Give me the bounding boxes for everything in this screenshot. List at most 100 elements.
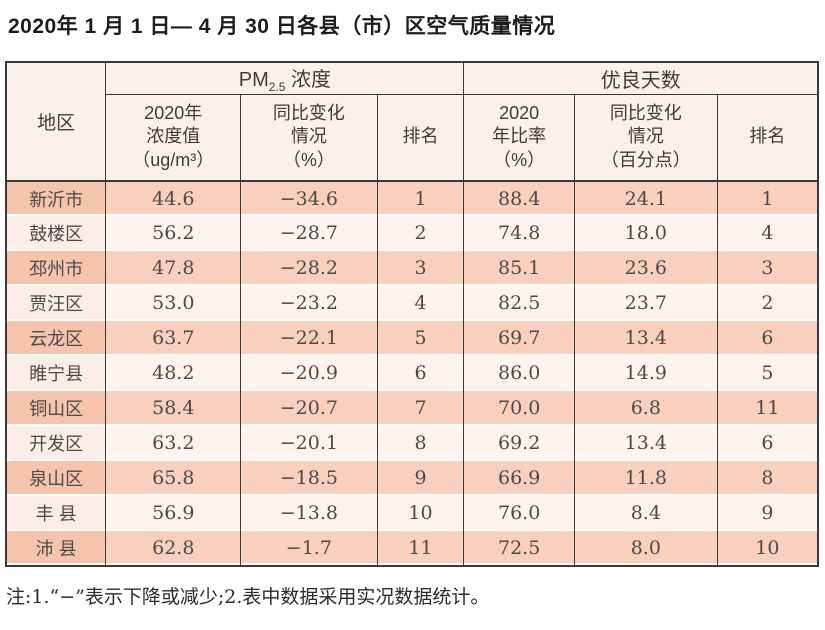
days-change-cell: 24.1 bbox=[573, 180, 718, 216]
days-rank-cell: 4 bbox=[716, 215, 819, 251]
pm-change-cell: −20.1 bbox=[240, 425, 378, 461]
air-quality-table: 地区 PM2.5 浓度 优良天数 2020年 浓度值 （ug/m³） 同比变化 … bbox=[5, 61, 819, 567]
pm-rank-cell: 7 bbox=[376, 390, 465, 426]
region-cell: 鼓楼区 bbox=[5, 215, 107, 251]
page-title: 2020年 1 月 1 日— 4 月 30 日各县（市）区空气质量情况 bbox=[8, 15, 556, 38]
pm-value-cell: 44.6 bbox=[105, 180, 242, 216]
pm-rank-cell: 3 bbox=[376, 250, 465, 286]
days-change-cell: 8.4 bbox=[573, 495, 718, 531]
pm-value-cell: 47.8 bbox=[105, 250, 242, 286]
col-header-pm-value: 2020年 浓度值 （ug/m³） bbox=[105, 94, 242, 182]
table-row: 贾汪区 53.0 −23.2 4 82.5 23.7 2 bbox=[5, 285, 819, 321]
pm-change-cell: −20.9 bbox=[240, 355, 378, 391]
pm25-label-prefix: PM bbox=[238, 69, 269, 91]
days-rank-cell: 6 bbox=[716, 425, 819, 461]
pm-rank-cell: 5 bbox=[376, 320, 465, 356]
pm-value-cell: 65.8 bbox=[105, 460, 242, 496]
table-row: 开发区 63.2 −20.1 8 69.2 13.4 6 bbox=[5, 425, 819, 461]
pm-value-cell: 58.4 bbox=[105, 390, 242, 426]
pm-change-cell: −28.7 bbox=[240, 215, 378, 251]
days-ratio-cell: 72.5 bbox=[463, 530, 575, 566]
col-group-good-days: 优良天数 bbox=[463, 62, 819, 95]
days-rank-cell: 10 bbox=[716, 530, 819, 566]
pm-value-cell: 63.2 bbox=[105, 425, 242, 461]
pm-change-cell: −28.2 bbox=[240, 250, 378, 286]
days-rank-cell: 5 bbox=[716, 355, 819, 391]
days-change-cell: 23.6 bbox=[573, 250, 718, 286]
region-cell: 开发区 bbox=[5, 425, 107, 461]
pm-change-cell: −34.6 bbox=[240, 180, 378, 216]
days-change-cell: 8.0 bbox=[573, 530, 718, 566]
pm-rank-cell: 8 bbox=[376, 425, 465, 461]
table-row: 云龙区 63.7 −22.1 5 69.7 13.4 6 bbox=[5, 320, 819, 356]
days-change-cell: 13.4 bbox=[573, 320, 718, 356]
table-row: 新沂市 44.6 −34.6 1 88.4 24.1 1 bbox=[5, 180, 819, 216]
table-row: 丰 县 56.9 −13.8 10 76.0 8.4 9 bbox=[5, 495, 819, 531]
pm-rank-cell: 9 bbox=[376, 460, 465, 496]
pm-change-cell: −22.1 bbox=[240, 320, 378, 356]
col-header-days-rank: 排名 bbox=[716, 94, 819, 182]
days-change-cell: 14.9 bbox=[573, 355, 718, 391]
table-row: 睢宁县 48.2 −20.9 6 86.0 14.9 5 bbox=[5, 355, 819, 391]
col-header-days-ratio: 2020 年比率 （%） bbox=[463, 94, 575, 182]
footnote: 注:1.“−”表示下降或减少;2.表中数据采用实况数据统计。 bbox=[6, 585, 490, 608]
pm-value-cell: 48.2 bbox=[105, 355, 242, 391]
days-ratio-cell: 69.7 bbox=[463, 320, 575, 356]
days-rank-cell: 9 bbox=[716, 495, 819, 531]
pm-rank-cell: 11 bbox=[376, 530, 465, 566]
region-cell: 沛 县 bbox=[5, 530, 107, 566]
region-cell: 睢宁县 bbox=[5, 355, 107, 391]
pm-rank-cell: 10 bbox=[376, 495, 465, 531]
table-header: 地区 PM2.5 浓度 优良天数 2020年 浓度值 （ug/m³） 同比变化 … bbox=[5, 62, 819, 182]
group-header-row: 地区 PM2.5 浓度 优良天数 bbox=[5, 62, 819, 182]
days-change-cell: 23.7 bbox=[573, 285, 718, 321]
pm-value-cell: 56.9 bbox=[105, 495, 242, 531]
sub-header-row: 2020年 浓度值 （ug/m³） 同比变化 情况 （%） 排名 2020 年比… bbox=[6, 94, 819, 182]
col-header-pm-rank: 排名 bbox=[376, 94, 465, 182]
days-rank-cell: 2 bbox=[716, 285, 819, 321]
table-row: 鼓楼区 56.2 −28.7 2 74.8 18.0 4 bbox=[5, 215, 819, 251]
days-change-cell: 13.4 bbox=[573, 425, 718, 461]
region-cell: 泉山区 bbox=[5, 460, 107, 496]
pm-rank-cell: 6 bbox=[376, 355, 465, 391]
days-ratio-cell: 85.1 bbox=[463, 250, 575, 286]
region-cell: 丰 县 bbox=[5, 495, 107, 531]
pm-value-cell: 56.2 bbox=[105, 215, 242, 251]
pm-rank-cell: 4 bbox=[376, 285, 465, 321]
table-row: 沛 县 62.8 −1.7 11 72.5 8.0 10 bbox=[5, 530, 819, 566]
region-cell: 邳州市 bbox=[5, 250, 107, 286]
days-ratio-cell: 76.0 bbox=[463, 495, 575, 531]
table-row: 铜山区 58.4 −20.7 7 70.0 6.8 11 bbox=[5, 390, 819, 426]
pm-change-cell: −1.7 bbox=[240, 530, 378, 566]
region-cell: 云龙区 bbox=[5, 320, 107, 356]
days-rank-cell: 8 bbox=[716, 460, 819, 496]
days-change-cell: 6.8 bbox=[573, 390, 718, 426]
days-change-cell: 18.0 bbox=[573, 215, 718, 251]
days-rank-cell: 11 bbox=[716, 390, 819, 426]
col-group-pm25: PM2.5 浓度 bbox=[105, 62, 465, 95]
days-rank-cell: 3 bbox=[716, 250, 819, 286]
days-ratio-cell: 70.0 bbox=[463, 390, 575, 426]
days-ratio-cell: 66.9 bbox=[463, 460, 575, 496]
days-ratio-cell: 82.5 bbox=[463, 285, 575, 321]
pm-value-cell: 63.7 bbox=[105, 320, 242, 356]
pm-change-cell: −13.8 bbox=[240, 495, 378, 531]
days-ratio-cell: 86.0 bbox=[463, 355, 575, 391]
table-row: 泉山区 65.8 −18.5 9 66.9 11.8 8 bbox=[5, 460, 819, 496]
region-cell: 贾汪区 bbox=[5, 285, 107, 321]
days-rank-cell: 1 bbox=[716, 180, 819, 216]
table-row: 邳州市 47.8 −28.2 3 85.1 23.6 3 bbox=[5, 250, 819, 286]
pm-change-cell: −20.7 bbox=[240, 390, 378, 426]
pm-value-cell: 62.8 bbox=[105, 530, 242, 566]
pm25-label-suffix: 浓度 bbox=[285, 69, 332, 91]
col-header-pm-change: 同比变化 情况 （%） bbox=[240, 94, 378, 182]
days-ratio-cell: 74.8 bbox=[463, 215, 575, 251]
days-rank-cell: 6 bbox=[716, 320, 819, 356]
pm-rank-cell: 1 bbox=[376, 180, 465, 216]
col-header-region: 地区 bbox=[5, 62, 107, 182]
pm-rank-cell: 2 bbox=[376, 215, 465, 251]
pm-value-cell: 53.0 bbox=[105, 285, 242, 321]
region-cell: 新沂市 bbox=[5, 180, 107, 216]
pm-change-cell: −23.2 bbox=[240, 285, 378, 321]
pm-change-cell: −18.5 bbox=[240, 460, 378, 496]
